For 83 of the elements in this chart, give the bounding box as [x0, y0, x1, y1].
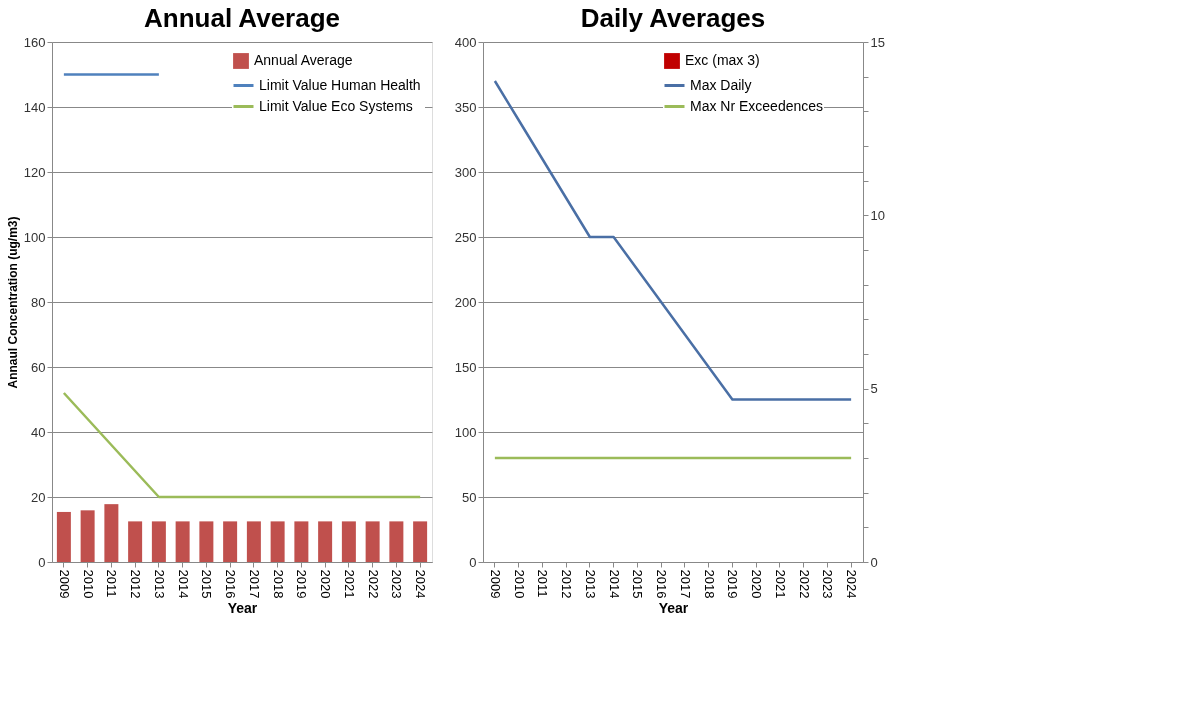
bar	[365, 521, 380, 562]
x-tick-label: 2010	[511, 569, 527, 599]
y-tick-label: 50	[462, 489, 477, 505]
y-tick-label: 80	[31, 294, 46, 310]
x-tick-label: 2023	[820, 569, 836, 599]
y-tick-label: 150	[454, 359, 477, 375]
bar	[104, 504, 119, 562]
x-tick-label: 2021	[772, 569, 788, 599]
legend-label: Max Nr Exceedences	[690, 97, 824, 114]
x-tick-label: 2009	[56, 569, 72, 599]
chart-title: Daily Averages	[580, 3, 766, 33]
bar	[270, 521, 285, 562]
y-tick-label: 300	[454, 164, 477, 180]
line-series	[493, 79, 853, 401]
x-tick-label: 2022	[796, 569, 812, 599]
x-tick-label: 2017	[246, 569, 262, 599]
legend-label: Annual Average	[254, 52, 353, 68]
x-tick-label: 2023	[389, 569, 405, 599]
y2-tick-label: 10	[870, 207, 885, 223]
x-tick-label: 2012	[559, 569, 575, 599]
legend-label: Exc (max 3)	[685, 52, 760, 68]
x-axis-title: Year	[658, 600, 689, 617]
bar	[341, 521, 356, 562]
bar	[199, 521, 214, 562]
y-tick-label: 400	[454, 34, 477, 50]
bar	[80, 510, 95, 562]
x-tick-label: 2018	[270, 569, 286, 599]
y-tick-label: 20	[31, 489, 46, 505]
bar	[413, 521, 428, 562]
x-tick-label: 2019	[725, 569, 741, 599]
bar	[389, 521, 404, 562]
y-tick-label: 140	[23, 99, 46, 115]
x-tick-label: 2013	[582, 569, 598, 599]
x-tick-label: 2010	[80, 569, 96, 599]
x-tick-label: 2017	[677, 569, 693, 599]
x-tick-label: 2011	[535, 569, 551, 598]
bar	[294, 521, 309, 562]
legend-label: Limit Value Human Health	[259, 76, 421, 93]
x-tick-label: 2022	[365, 569, 381, 599]
x-tick-label: 2021	[341, 569, 357, 599]
y-tick-label: 0	[38, 554, 46, 570]
x-tick-label: 2016	[654, 569, 670, 599]
x-tick-label: 2009	[487, 569, 503, 599]
y-tick-label: 0	[469, 554, 477, 570]
y2-tick-label: 15	[870, 34, 885, 50]
y-tick-label: 250	[454, 229, 477, 245]
x-tick-label: 2020	[318, 569, 334, 599]
x-tick-label: 2015	[199, 569, 215, 599]
y-tick-label: 200	[454, 294, 477, 310]
x-tick-label: 2018	[701, 569, 717, 599]
y-tick-label: 160	[23, 34, 46, 50]
x-tick-label: 2011	[104, 569, 120, 598]
x-tick-label: 2015	[630, 569, 646, 599]
bar	[318, 521, 333, 562]
x-tick-label: 2014	[175, 569, 191, 599]
y2-tick-label: 0	[870, 554, 878, 570]
x-tick-label: 2019	[294, 569, 310, 599]
x-tick-label: 2014	[606, 569, 622, 599]
y-tick-label: 60	[31, 359, 46, 375]
bar	[175, 521, 190, 562]
legend-label: Limit Value Eco Systems	[259, 97, 413, 114]
bar	[151, 521, 166, 562]
x-tick-label: 2024	[413, 569, 429, 599]
x-axis-title: Year	[227, 600, 258, 617]
legend-label: Max Daily	[690, 76, 752, 93]
x-tick-label: 2013	[151, 569, 167, 599]
y-axis-title: Annaul Concentration (ug/m3)	[5, 216, 20, 389]
x-tick-label: 2016	[223, 569, 239, 599]
y-tick-label: 350	[454, 99, 477, 115]
x-tick-label: 2012	[128, 569, 144, 599]
bar	[128, 521, 143, 562]
y-tick-label: 120	[23, 164, 46, 180]
bar	[56, 511, 71, 562]
y2-tick-label: 5	[870, 381, 878, 397]
y-tick-label: 40	[31, 424, 46, 440]
y-tick-label: 100	[23, 229, 46, 245]
bar	[223, 521, 238, 562]
chart-title: Annual Average	[143, 3, 341, 33]
x-tick-label: 2020	[749, 569, 765, 599]
bar	[246, 521, 261, 562]
line-series	[62, 391, 422, 499]
x-tick-label: 2024	[844, 569, 860, 599]
y-tick-label: 100	[454, 424, 477, 440]
